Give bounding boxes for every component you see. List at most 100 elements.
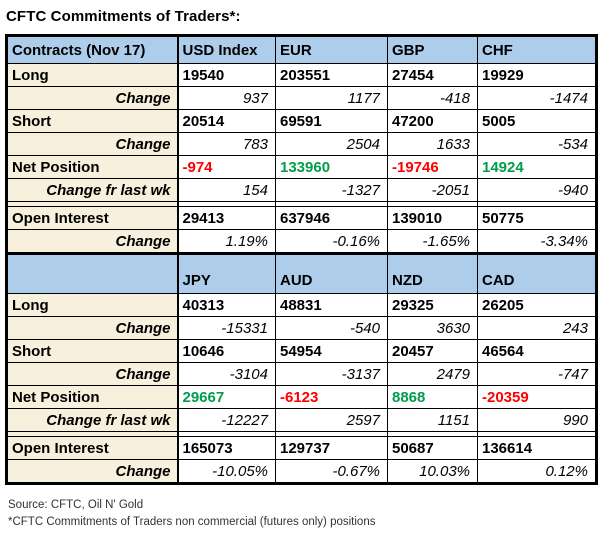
cell-value: 0.12% bbox=[477, 459, 597, 484]
cell-value: 990 bbox=[477, 408, 597, 432]
cell-value: 136614 bbox=[477, 436, 597, 460]
table-row: Open Interest 29413 637946 139010 50775 bbox=[6, 206, 597, 230]
cell-value: 243 bbox=[477, 316, 597, 340]
cell-value: -747 bbox=[477, 362, 597, 386]
cell-value: 1633 bbox=[387, 132, 478, 156]
row-label: Change fr last wk bbox=[6, 408, 179, 432]
cell-value: 1.19% bbox=[177, 229, 276, 254]
cell-value: 8868 bbox=[387, 385, 478, 409]
page: CFTC Commitments of Traders*: Contracts … bbox=[5, 8, 598, 528]
page-title: CFTC Commitments of Traders*: bbox=[6, 8, 241, 25]
table-row: Change fr last wk 154 -1327 -2051 -940 bbox=[6, 178, 597, 202]
cell-value: 29667 bbox=[177, 385, 276, 409]
row-label: Net Position bbox=[6, 155, 179, 179]
table-row: Change 1.19% -0.16% -1.65% -3.34% bbox=[6, 229, 597, 254]
table-row: Open Interest 165073 129737 50687 136614 bbox=[6, 436, 597, 460]
cell-value: 3630 bbox=[387, 316, 478, 340]
cell-value: -12227 bbox=[177, 408, 276, 432]
header-row: Contracts (Nov 17) USD Index EUR GBP CHF bbox=[6, 35, 597, 64]
cell-value: -10.05% bbox=[177, 459, 276, 484]
cell-value: -0.16% bbox=[275, 229, 388, 254]
cell-value: 29413 bbox=[177, 206, 276, 230]
currency-column-header: CHF bbox=[477, 35, 597, 64]
cell-value: -2051 bbox=[387, 178, 478, 202]
cell-value: 637946 bbox=[275, 206, 388, 230]
cell-value: 203551 bbox=[275, 63, 388, 87]
cell-value: 1177 bbox=[275, 86, 388, 110]
row-label: Short bbox=[6, 339, 179, 363]
cell-value: 26205 bbox=[477, 293, 597, 317]
cell-value: 69591 bbox=[275, 109, 388, 133]
currency-column-header: CAD bbox=[477, 252, 597, 294]
table-row: Change -10.05% -0.67% 10.03% 0.12% bbox=[6, 459, 597, 484]
cell-value: 2597 bbox=[275, 408, 388, 432]
currency-column-header: JPY bbox=[177, 252, 276, 294]
cell-value: 50775 bbox=[477, 206, 597, 230]
row-label: Change bbox=[6, 132, 179, 156]
cot-table: Contracts (Nov 17) USD Index EUR GBP CHF Long… bbox=[5, 34, 598, 485]
cell-value: 10.03% bbox=[387, 459, 478, 484]
cell-value: -1327 bbox=[275, 178, 388, 202]
table-row: Net Position 29667 -6123 8868 -20359 bbox=[6, 385, 597, 409]
currency-column-header: EUR bbox=[275, 35, 388, 64]
currency-column-header: NZD bbox=[387, 252, 478, 294]
cell-value: 14924 bbox=[477, 155, 597, 179]
table-row: Change -15331 -540 3630 243 bbox=[6, 316, 597, 340]
cell-value: -940 bbox=[477, 178, 597, 202]
cell-value: 937 bbox=[177, 86, 276, 110]
cell-value: -20359 bbox=[477, 385, 597, 409]
row-label: Net Position bbox=[6, 385, 179, 409]
cell-value: 46564 bbox=[477, 339, 597, 363]
cell-value: -3.34% bbox=[477, 229, 597, 254]
cell-value: -540 bbox=[275, 316, 388, 340]
cell-value: 50687 bbox=[387, 436, 478, 460]
cell-value: 40313 bbox=[177, 293, 276, 317]
row-label-column-header: Contracts (Nov 17) bbox=[6, 35, 179, 64]
row-label: Open Interest bbox=[6, 436, 179, 460]
header-row: JPY AUD NZD CAD bbox=[6, 252, 597, 294]
row-label: Change bbox=[6, 86, 179, 110]
cell-value: 29325 bbox=[387, 293, 478, 317]
cot-table-body: Contracts (Nov 17) USD Index EUR GBP CHF Long… bbox=[6, 35, 597, 484]
table-row: Short 20514 69591 47200 5005 bbox=[6, 109, 597, 133]
cell-value: -19746 bbox=[387, 155, 478, 179]
table-row: Change -3104 -3137 2479 -747 bbox=[6, 362, 597, 386]
cell-value: -0.67% bbox=[275, 459, 388, 484]
cell-value: -3104 bbox=[177, 362, 276, 386]
table-row: Change 783 2504 1633 -534 bbox=[6, 132, 597, 156]
cell-value: -418 bbox=[387, 86, 478, 110]
footnote: *CFTC Commitments of Traders non commerc… bbox=[8, 516, 376, 528]
cell-value: 129737 bbox=[275, 436, 388, 460]
cell-value: 1151 bbox=[387, 408, 478, 432]
currency-column-header: GBP bbox=[387, 35, 478, 64]
row-label: Change bbox=[6, 362, 179, 386]
cell-value: 20514 bbox=[177, 109, 276, 133]
cell-value: 47200 bbox=[387, 109, 478, 133]
table-row: Long 19540 203551 27454 19929 bbox=[6, 63, 597, 87]
cell-value: 139010 bbox=[387, 206, 478, 230]
cell-value: 10646 bbox=[177, 339, 276, 363]
cell-value: -534 bbox=[477, 132, 597, 156]
row-label: Change bbox=[6, 316, 179, 340]
currency-column-header: AUD bbox=[275, 252, 388, 294]
cell-value: 133960 bbox=[275, 155, 388, 179]
cell-value: 154 bbox=[177, 178, 276, 202]
row-label: Change bbox=[6, 459, 179, 484]
cell-value: 20457 bbox=[387, 339, 478, 363]
cell-value: 165073 bbox=[177, 436, 276, 460]
row-label: Long bbox=[6, 63, 179, 87]
table-row: Net Position -974 133960 -19746 14924 bbox=[6, 155, 597, 179]
cell-value: -1474 bbox=[477, 86, 597, 110]
row-label-column-header bbox=[6, 252, 179, 294]
cell-value: -15331 bbox=[177, 316, 276, 340]
cell-value: -3137 bbox=[275, 362, 388, 386]
cell-value: 48831 bbox=[275, 293, 388, 317]
row-label: Long bbox=[6, 293, 179, 317]
source-note: Source: CFTC, Oil N' Gold bbox=[8, 499, 144, 511]
table-row: Change 937 1177 -418 -1474 bbox=[6, 86, 597, 110]
cell-value: -6123 bbox=[275, 385, 388, 409]
footer: Source: CFTC, Oil N' Gold *CFTC Commitme… bbox=[8, 499, 595, 528]
cell-value: 5005 bbox=[477, 109, 597, 133]
row-label: Open Interest bbox=[6, 206, 179, 230]
cell-value: 2504 bbox=[275, 132, 388, 156]
